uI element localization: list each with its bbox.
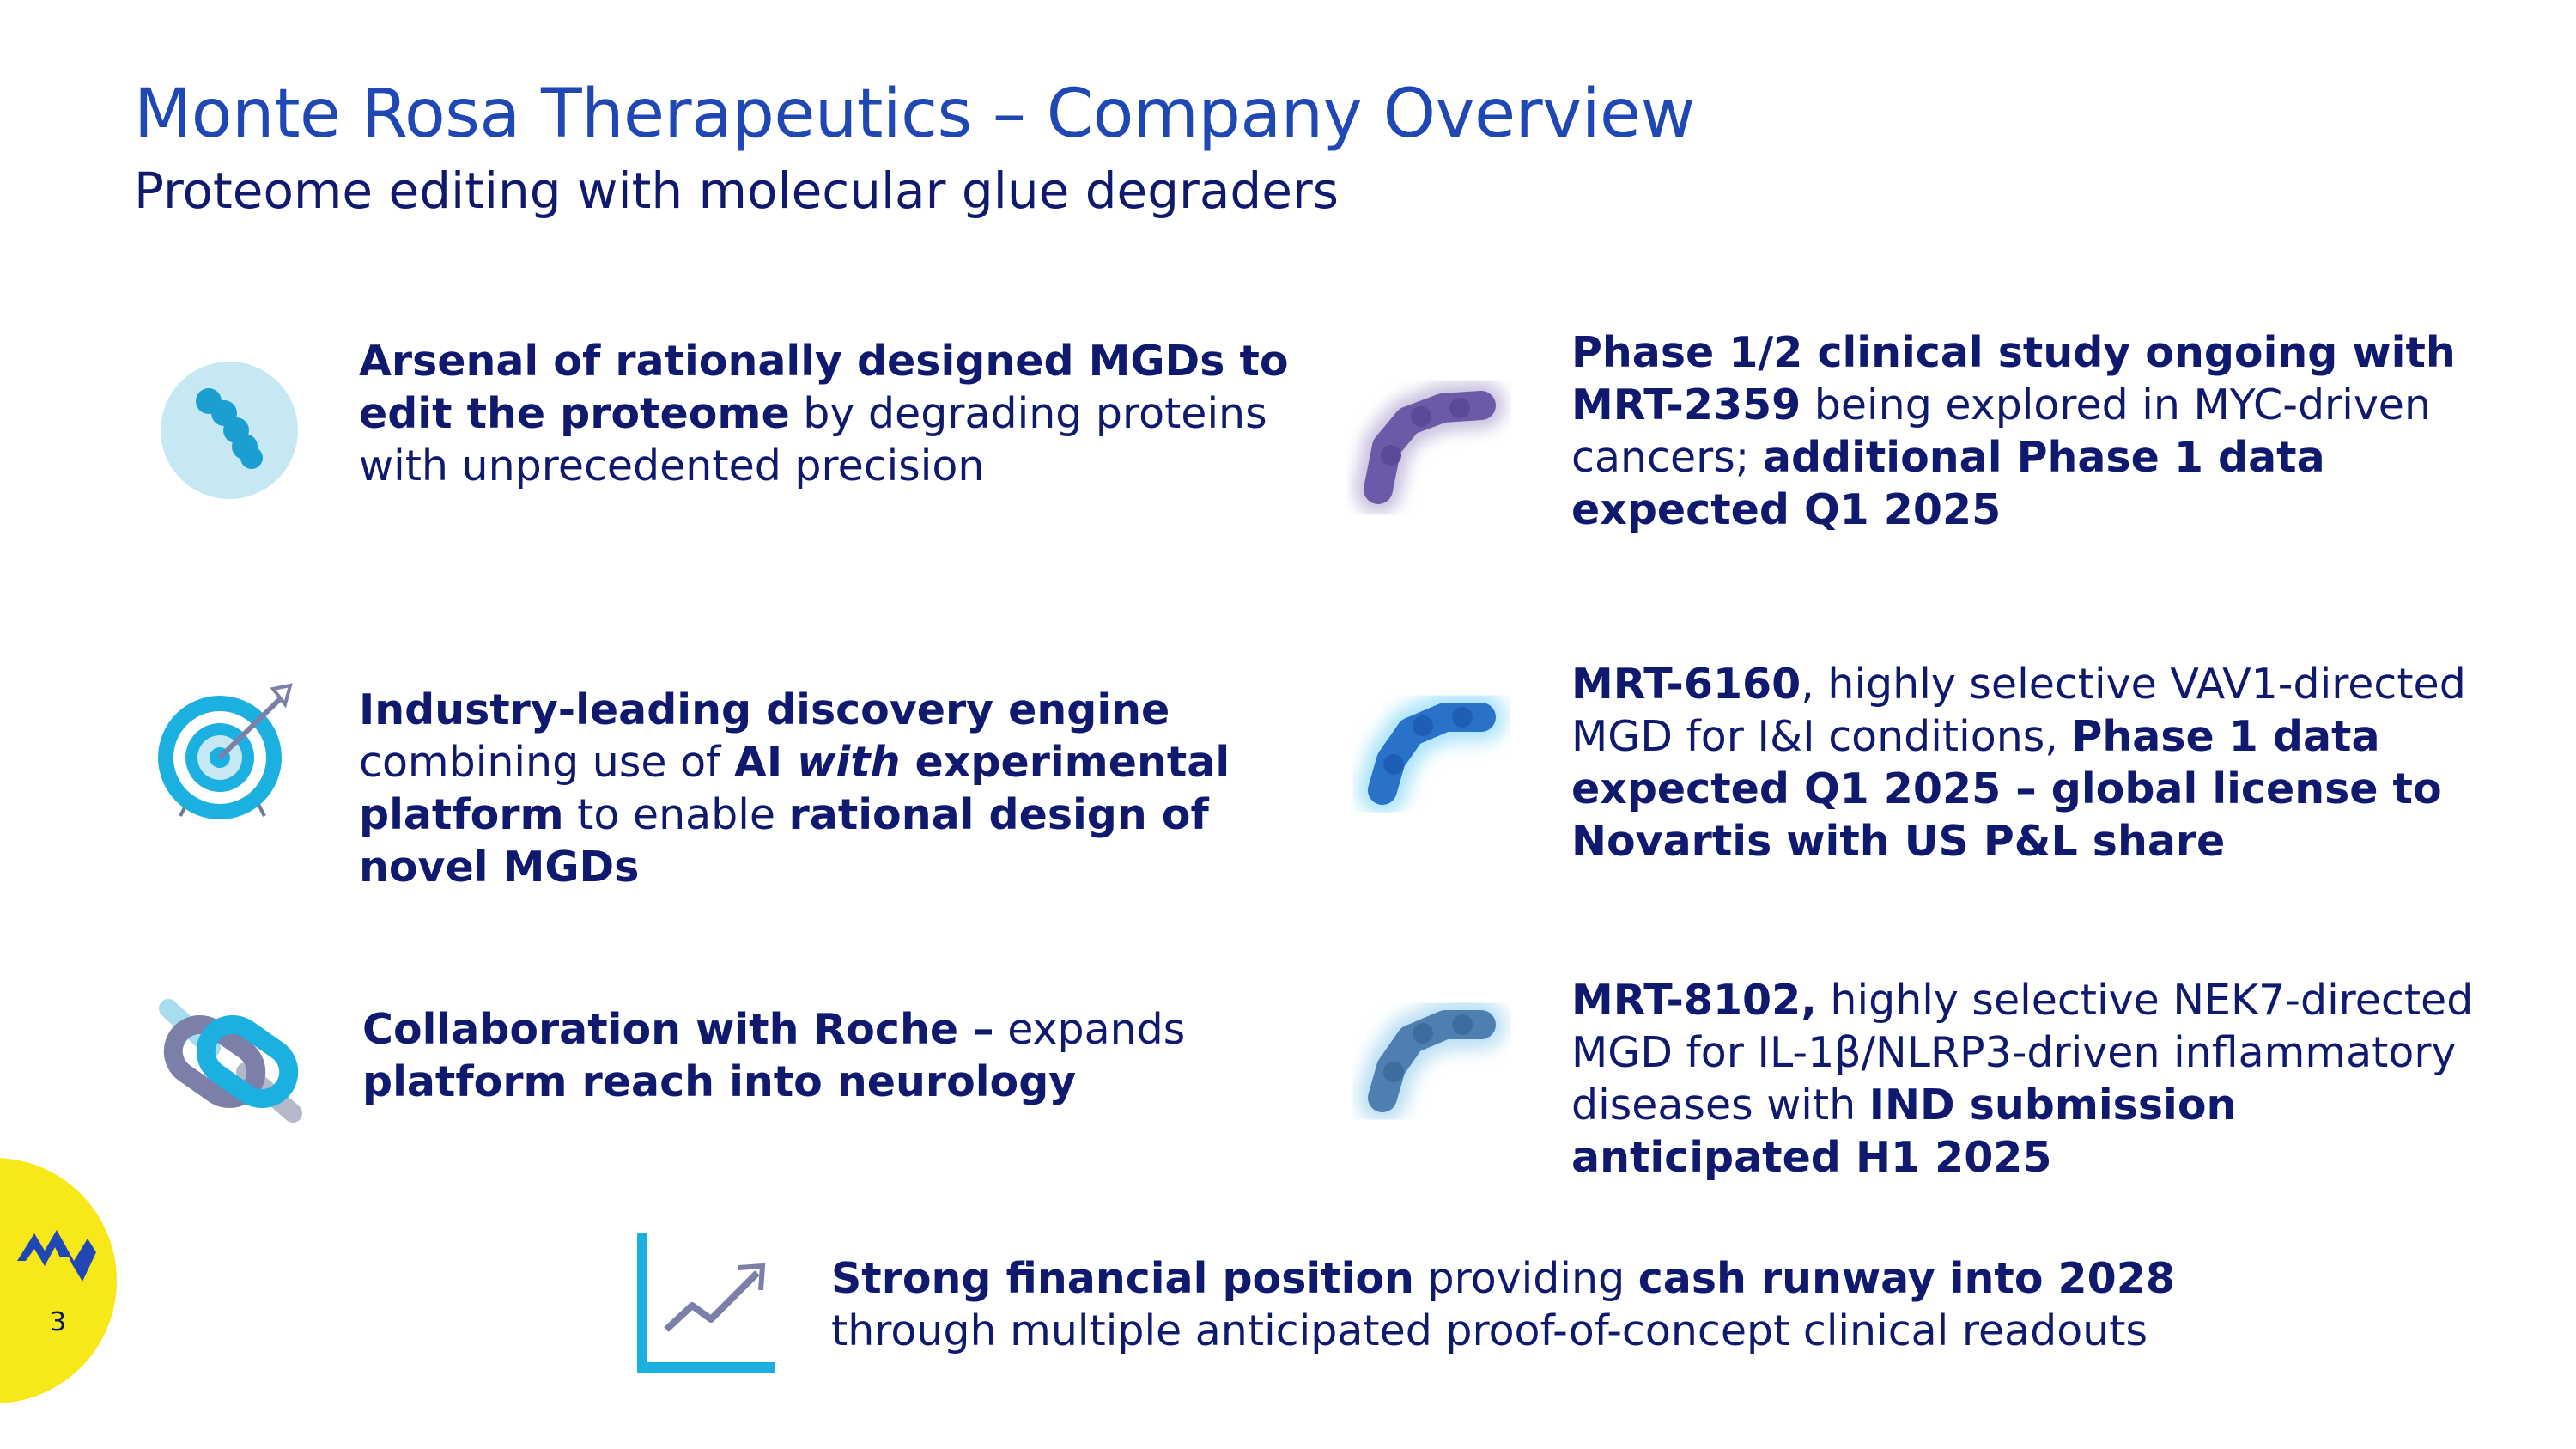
text-segment: rational design of [788, 790, 1209, 839]
pipeline-mrt-8102: MRT-8102, highly selective NEK7-directed… [1571, 974, 2473, 1184]
page-subtitle: Proteome editing with molecular glue deg… [134, 161, 1339, 220]
text-segment: Novartis with US P&L share [1571, 817, 2226, 866]
growth-chart-icon [637, 1233, 776, 1373]
steel-blue-molecule-icon [1344, 986, 1516, 1132]
text-segment: IND submission [1868, 1081, 2237, 1129]
text-segment: diseases with [1571, 1081, 1869, 1129]
text-segment: cancers; [1571, 433, 1763, 482]
pipeline-mrt-2359: Phase 1/2 clinical study ongoing with MRT… [1571, 326, 2456, 536]
text-segment: by degrading proteins [789, 389, 1267, 438]
feature-discovery-engine: Industry-leading discovery engine combini… [359, 684, 1230, 893]
monte-rosa-logo-icon [14, 1209, 105, 1283]
text-segment: experimental [900, 738, 1230, 787]
text-segment: to enable [563, 790, 789, 839]
link-icon [151, 996, 310, 1125]
text-segment: MGD for IL-1β/NLRP3-driven inflammatory [1571, 1028, 2457, 1077]
text-segment: Phase 1/2 clinical study ongoing with [1571, 328, 2456, 377]
text-segment: platform [359, 790, 564, 839]
text-segment: expected Q1 2025 [1571, 485, 2002, 534]
text-segment: MRT-2359 [1571, 381, 1801, 429]
page-title: Monte Rosa Therapeutics – Company Overvi… [134, 76, 1695, 153]
text-segment: edit the proteome [359, 389, 790, 438]
text-segment: cash runway into 2028 [1637, 1254, 2175, 1303]
text-segment: with [797, 738, 901, 787]
text-segment: through multiple anticipated proof-of-co… [831, 1306, 2148, 1355]
target-icon [155, 679, 301, 829]
text-segment: novel MGDs [359, 843, 640, 892]
text-segment: MRT-6160 [1571, 660, 1801, 709]
molecule-chain-icon [160, 361, 299, 500]
feature-roche-collaboration: Collaboration with Roche – expands platfo… [362, 1003, 1185, 1108]
financial-position: Strong financial position providing cash… [831, 1252, 2175, 1357]
page-number: 3 [50, 1307, 67, 1337]
text-segment: MGD for I&I conditions, [1571, 712, 2072, 761]
text-segment: Collaboration with Roche – [362, 1005, 994, 1054]
text-segment: additional Phase 1 data [1762, 433, 2325, 482]
purple-molecule-icon [1340, 369, 1511, 515]
text-segment: expands [993, 1005, 1186, 1054]
text-segment: highly selective NEK7-directed [1816, 976, 2474, 1025]
pipeline-mrt-6160: MRT-6160, highly selective VAV1-directed… [1571, 658, 2466, 868]
text-segment: Industry-leading discovery engine [359, 685, 1170, 734]
text-segment: combining use of [359, 738, 734, 787]
feature-arsenal: Arsenal of rationally designed MGDs to ed… [359, 335, 1289, 492]
text-segment: expected Q1 2025 – global license to [1571, 764, 2442, 813]
text-segment: Arsenal of rationally designed MGDs to [359, 337, 1289, 386]
text-segment: Strong financial position [831, 1254, 1414, 1303]
text-segment: platform reach into neurology [362, 1057, 1077, 1106]
blue-molecule-icon [1344, 679, 1516, 825]
text-segment: , highly selective VAV1-directed [1801, 660, 2466, 709]
text-segment: Phase 1 data [2071, 712, 2380, 761]
text-segment: providing [1413, 1254, 1638, 1303]
text-segment: anticipated H1 2025 [1571, 1133, 2052, 1182]
text-segment: with unprecedented precision [359, 441, 985, 490]
text-segment: AI [733, 738, 798, 787]
text-segment: being explored in MYC-driven [1801, 381, 2432, 429]
text-segment: MRT-8102, [1571, 976, 1817, 1025]
